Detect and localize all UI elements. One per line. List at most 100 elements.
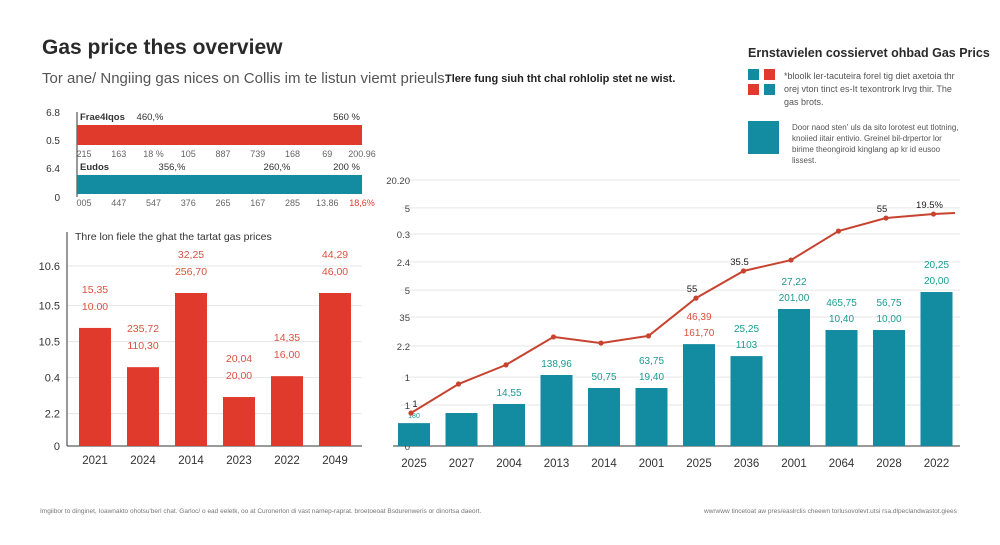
bar (778, 309, 810, 446)
legend-swatch-teal (748, 69, 759, 80)
data-label: 27,22 (781, 277, 806, 288)
legend-text-2: Door naod sten' uls da sito lorotest eut… (792, 123, 959, 165)
y-tick-label: 10.5 (39, 301, 60, 313)
bar (730, 356, 763, 446)
bar (127, 367, 159, 446)
y-tick-label: 0.4 (45, 373, 60, 385)
footer-link[interactable]: wwrwww tincetoat aw pres/easlrclis cheew… (704, 508, 957, 515)
data-label: 180 (408, 413, 420, 420)
data-label: 14,55 (496, 388, 521, 399)
bar-top-label: 260,% (264, 162, 291, 173)
data-label: 465,75 (826, 298, 857, 309)
bar (445, 413, 478, 446)
data-label: 46,39 (686, 312, 711, 323)
x-tick-label: 2028 (876, 458, 902, 470)
bar-bottom-label: 265 (215, 198, 230, 208)
line-point (598, 340, 604, 346)
bar (683, 344, 715, 446)
line-point (883, 215, 889, 221)
data-label: 20,04 (226, 353, 252, 365)
bar (398, 423, 430, 446)
bar (493, 403, 525, 446)
bar-bottom-label: 739 (250, 149, 265, 159)
y-tick-label: 6.4 (46, 164, 60, 175)
x-tick-label: 2025 (401, 458, 427, 470)
line-point (503, 362, 509, 368)
x-tick-label: 2022 (924, 458, 950, 470)
line-label: 55 (877, 204, 888, 215)
x-tick-label: 2014 (591, 458, 617, 470)
bar-bottom-label: 18 % (143, 149, 164, 159)
bar (319, 293, 351, 446)
x-tick-label: 2025 (686, 458, 712, 470)
series-label: Eudos (80, 162, 109, 173)
x-tick-label: 2049 (322, 455, 348, 467)
chart-title: Thre lon fiele the ghat the tartat gas p… (75, 231, 272, 243)
data-label: 19,40 (639, 372, 664, 383)
y-tick-label: 0.5 (46, 136, 60, 147)
data-label: 20,25 (924, 260, 949, 271)
bar-top-label: 200 % (333, 162, 360, 173)
x-tick-label: 2022 (274, 455, 300, 467)
footer-source: Imgiibor to dinginet, Ioawnakto ohotsu'b… (40, 508, 482, 515)
bar-bottom-label: 13.86 (316, 198, 339, 208)
data-label: 63,75 (639, 356, 664, 367)
bar-bottom-label: 200.96 (348, 149, 376, 159)
x-tick-label: 2024 (130, 455, 156, 467)
hbar-1 (77, 175, 362, 194)
x-tick-label: 2001 (781, 458, 807, 470)
data-label: 46,00 (322, 266, 348, 278)
bar-bottom-label: 105 (181, 149, 196, 159)
line-label: 35.5 (730, 257, 749, 268)
data-label: 10.00 (82, 301, 108, 313)
bar (271, 376, 303, 446)
bar (635, 388, 668, 446)
y-tick-label: 5 (405, 286, 410, 297)
y-tick-label: 6.8 (46, 108, 60, 119)
data-label: 1103 (736, 340, 758, 351)
y-tick-label: 0 (405, 442, 410, 453)
x-tick-label: 2001 (639, 458, 665, 470)
hbar-0 (77, 125, 362, 145)
bar (175, 293, 207, 446)
page-subtitle: Tor ane/ Nngiing gas nices on Collis im … (42, 70, 449, 87)
legend-text-1: *bloolk ler-tacuteira forel tig diet axe… (784, 71, 955, 107)
legend-swatch-red (748, 84, 759, 95)
bar-bottom-label: 285 (285, 198, 300, 208)
data-label: 235,72 (127, 323, 159, 335)
line-point (835, 228, 842, 234)
y-tick-label: 1 (405, 373, 410, 384)
bar-bottom-label: 215 (76, 149, 91, 159)
bar-bottom-label: 547 (146, 198, 161, 208)
bar (873, 330, 905, 446)
y-tick-label: 2.2 (397, 342, 410, 353)
line-point (408, 410, 414, 416)
bar-top-label: 356,% (159, 162, 186, 173)
x-tick-label: 2036 (734, 458, 760, 470)
bar-bottom-label: 18,6% (349, 198, 375, 208)
line-point (455, 381, 462, 387)
bar (540, 374, 573, 446)
data-label: 44,29 (322, 249, 348, 261)
x-tick-label: 2014 (178, 455, 204, 467)
line-point (740, 268, 747, 274)
page-title: Gas price thes overview (42, 36, 283, 59)
y-tick-label: 10.6 (39, 261, 60, 273)
data-label: 25,25 (734, 324, 759, 335)
bar (825, 330, 858, 446)
x-tick-label: 2021 (82, 455, 108, 467)
y-tick-label: 1 (405, 401, 410, 412)
line-point (550, 334, 557, 340)
line-point (788, 257, 794, 263)
y-tick-label: 0 (54, 441, 60, 453)
bar-bottom-label: 167 (250, 198, 265, 208)
bar (223, 397, 255, 446)
legend-title: Ernstavielen cossiervet ohbad Gas Prics (748, 46, 990, 60)
line-point (645, 333, 652, 339)
line-label: 55 (687, 284, 698, 295)
legend-swatch-large (748, 121, 779, 154)
line-label: 19.5% (916, 200, 943, 211)
y-tick-label: 20.20 (386, 176, 410, 187)
data-label: 16,00 (274, 349, 300, 361)
